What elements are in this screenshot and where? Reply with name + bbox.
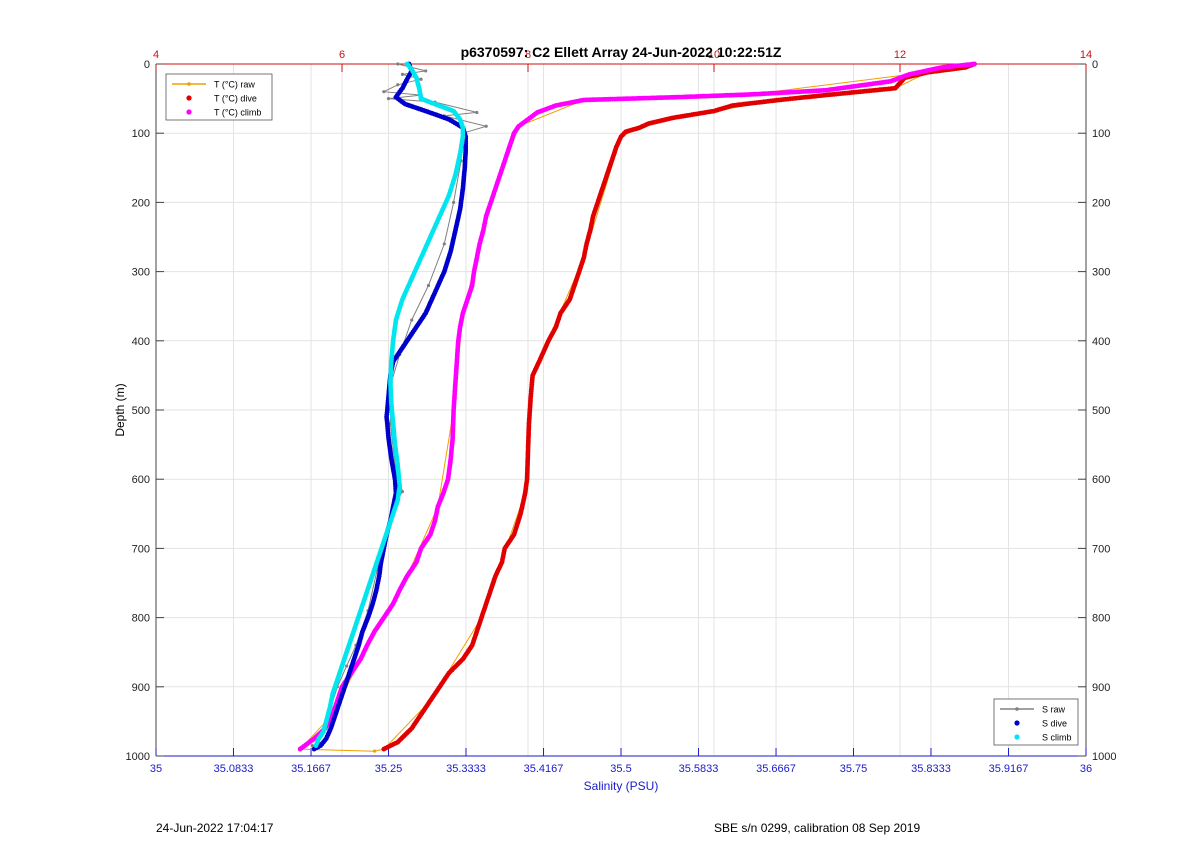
legend-box: [993, 698, 1079, 746]
y-right-tick-label: 800: [1092, 613, 1110, 625]
legends: T (°C) raw T (°C) dive T (°C) climb S raw S …: [165, 73, 1079, 746]
y-left-tick-label: 0: [144, 59, 150, 71]
x-top-tick-label: 12: [894, 49, 906, 61]
y-right-tick-label: 1000: [1092, 751, 1116, 763]
x-bottom-tick-label: 35.4167: [524, 763, 564, 775]
x-top-tick-label: 10: [708, 49, 720, 61]
salinity-raw-line-marker: [386, 97, 391, 101]
x-bottom-tick-label: 35: [150, 763, 162, 775]
x-bottom-tick-label: 35.3333: [446, 763, 486, 775]
salinity-raw-line-marker: [419, 77, 423, 81]
x-axis-label: Salinity (PSU): [584, 779, 659, 793]
x-bottom-tick-label: 35.75: [840, 763, 868, 775]
legend-label: T (°C) raw: [214, 80, 255, 90]
legend-dot-swatch: [186, 109, 192, 115]
footer-timestamp: 24-Jun-2022 17:04:17: [156, 821, 274, 835]
salinity-raw-line-marker: [310, 744, 314, 748]
y-left-tick-label: 700: [132, 543, 150, 555]
x-bottom-tick-label: 35.5833: [679, 763, 719, 775]
salinity-raw-line-marker: [426, 283, 431, 288]
series-layer: [297, 61, 977, 753]
y-right-tick-label: 200: [1092, 197, 1110, 209]
x-top-tick-label: 6: [339, 49, 345, 61]
y-right-tick-label: 700: [1092, 543, 1110, 555]
x-bottom-tick-label: 36: [1080, 763, 1092, 775]
y-right-tick-label: 500: [1092, 405, 1110, 417]
temperature-dive-point: [381, 746, 387, 752]
salinity-raw-line-marker: [345, 664, 349, 668]
y-left-tick-label: 500: [132, 405, 150, 417]
legend-box: [165, 73, 273, 121]
x-bottom-tick-label: 35.25: [375, 763, 403, 775]
legend-dot-swatch: [1014, 720, 1020, 726]
salinity-raw-line-marker: [410, 318, 414, 322]
x-bottom-tick-label: 35.8333: [911, 763, 951, 775]
legend-label: S raw: [1042, 705, 1066, 715]
x-bottom-tick-label: 35.5: [610, 763, 631, 775]
y-left-tick-label: 200: [132, 197, 150, 209]
y-left-tick-label: 1000: [126, 751, 150, 763]
temperature-climb-point: [297, 746, 303, 752]
y-right-tick-label: 900: [1092, 682, 1110, 694]
y-left-tick-label: 900: [132, 682, 150, 694]
salinity-climb-point: [313, 743, 319, 749]
y-left-tick-label: 800: [132, 613, 150, 625]
x-bottom-tick-label: 35.6667: [756, 763, 796, 775]
temperature-raw-line-marker: [372, 749, 377, 753]
y-right-tick-label: 100: [1092, 128, 1110, 140]
x-top-tick-label: 4: [153, 49, 159, 61]
chart-title: p6370597: C2 Ellett Array 24-Jun-2022 10…: [461, 44, 782, 60]
x-bottom-tick-label: 35.1667: [291, 763, 331, 775]
y-left-tick-label: 600: [132, 474, 150, 486]
y-left-tick-label: 300: [132, 267, 150, 279]
legend-marker-swatch: [187, 82, 191, 86]
salinity-raw-line-marker: [484, 124, 488, 128]
y-right-tick-label: 400: [1092, 336, 1110, 348]
y-right-tick-label: 300: [1092, 267, 1110, 279]
axes: 35 35.0833 35.1667 35.25 35.3333 35.4167 35.5 3…: [126, 49, 1117, 775]
y-right-tick-label: 0: [1092, 59, 1098, 71]
x-bottom-tick-label: 35.9167: [989, 763, 1029, 775]
legend-label: T (°C) climb: [214, 108, 261, 118]
salinity-raw-line-marker: [396, 83, 400, 87]
legend-dot-swatch: [186, 95, 192, 101]
salinity-raw-line-marker: [475, 110, 479, 115]
x-bottom-tick-label: 35.0833: [214, 763, 254, 775]
legend-label: S climb: [1042, 733, 1072, 743]
legend-dot-swatch: [1014, 734, 1020, 740]
y-axis-label: Depth (m): [113, 383, 127, 436]
x-top-tick-label: 14: [1080, 49, 1092, 61]
legend-label: S dive: [1042, 719, 1067, 729]
footer-calibration: SBE s/n 0299, calibration 08 Sep 2019: [714, 821, 921, 835]
salinity-raw-line-marker: [382, 90, 386, 94]
legend-marker-swatch: [1015, 707, 1019, 711]
salinity-raw-line-marker: [452, 200, 456, 204]
salinity-raw-line-marker: [424, 69, 428, 73]
legend-label: T (°C) dive: [214, 94, 257, 104]
x-top-tick-label: 8: [525, 49, 531, 61]
salinity-raw-line-marker: [400, 72, 405, 76]
salinity-raw-line-marker: [442, 242, 446, 246]
salinity-raw-line-marker: [396, 62, 400, 66]
y-left-tick-label: 100: [132, 128, 150, 140]
y-left-tick-label: 400: [132, 336, 150, 348]
y-right-tick-label: 600: [1092, 474, 1110, 486]
salinity-raw-line-marker: [400, 490, 405, 494]
